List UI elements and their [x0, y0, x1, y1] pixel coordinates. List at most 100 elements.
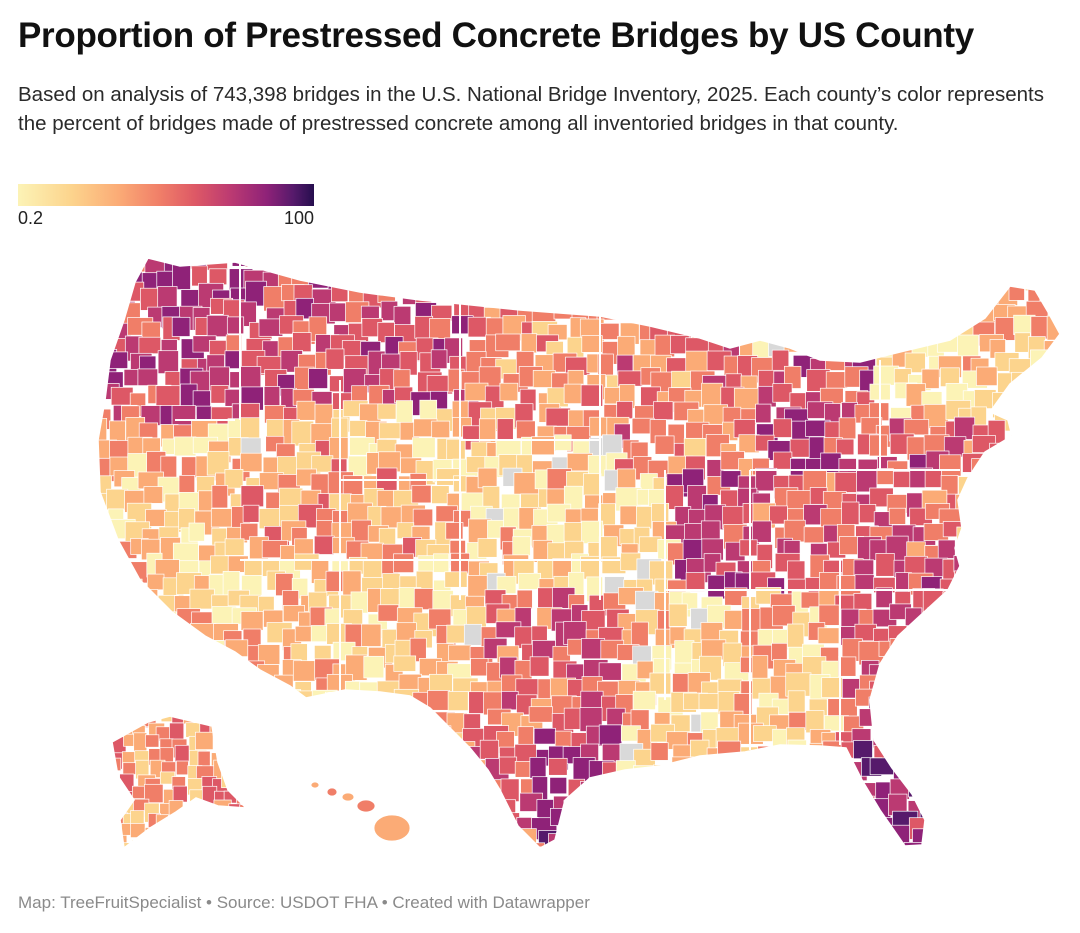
county-cell[interactable] — [959, 727, 979, 752]
county-cell[interactable] — [979, 791, 1002, 817]
county-cell[interactable] — [126, 672, 148, 698]
county-cell[interactable] — [291, 420, 315, 447]
county-cell[interactable] — [787, 290, 813, 317]
county-cell[interactable] — [222, 817, 240, 834]
county-cell[interactable] — [236, 708, 255, 724]
county-cell[interactable] — [215, 826, 235, 844]
county-cell[interactable] — [128, 659, 146, 681]
county-cell[interactable] — [531, 436, 555, 456]
county-cell[interactable] — [853, 559, 875, 576]
county-cell[interactable] — [1060, 442, 1080, 463]
county-cell[interactable] — [736, 251, 754, 270]
county-cell[interactable] — [1047, 300, 1068, 319]
county-cell[interactable] — [94, 320, 118, 339]
county-cell[interactable] — [754, 780, 775, 803]
county-cell[interactable] — [514, 254, 540, 275]
county-cell[interactable] — [843, 829, 863, 851]
county-cell[interactable] — [563, 265, 581, 287]
county-cell[interactable] — [146, 679, 165, 697]
county-cell[interactable] — [838, 299, 859, 317]
county-cell[interactable] — [138, 336, 162, 355]
county-cell[interactable] — [444, 571, 468, 588]
county-cell[interactable] — [656, 797, 679, 822]
county-cell[interactable] — [600, 842, 623, 867]
county-cell[interactable] — [638, 290, 663, 312]
county-cell[interactable] — [817, 627, 841, 644]
county-cell[interactable] — [545, 407, 571, 427]
county-cell[interactable] — [496, 418, 514, 440]
county-cell[interactable] — [671, 830, 697, 854]
county-cell[interactable] — [182, 825, 202, 845]
county-cell[interactable] — [451, 795, 470, 817]
county-cell[interactable] — [348, 710, 371, 734]
county-cell[interactable] — [1040, 775, 1061, 801]
county-cell[interactable] — [93, 266, 111, 289]
county-cell[interactable] — [479, 739, 499, 760]
county-cell[interactable] — [313, 535, 335, 555]
county-cell[interactable] — [88, 571, 111, 598]
county-cell[interactable] — [532, 640, 556, 659]
county-cell[interactable] — [957, 334, 979, 360]
county-cell[interactable] — [358, 696, 382, 716]
county-cell[interactable] — [955, 253, 974, 278]
county-cell[interactable] — [196, 817, 220, 837]
county-cell[interactable] — [751, 305, 778, 331]
county-cell[interactable] — [858, 708, 882, 727]
county-cell[interactable] — [121, 606, 141, 625]
county-cell[interactable] — [569, 815, 588, 840]
county-cell[interactable] — [175, 656, 194, 678]
county-cell[interactable] — [989, 501, 1013, 525]
county-cell[interactable] — [924, 469, 942, 488]
county-cell[interactable] — [1062, 268, 1079, 292]
county-cell[interactable] — [936, 639, 962, 662]
county-cell[interactable] — [963, 715, 983, 738]
county-cell[interactable] — [364, 777, 389, 800]
county-cell[interactable] — [835, 438, 855, 456]
county-cell[interactable] — [94, 696, 120, 716]
county-cell[interactable] — [240, 452, 263, 473]
county-cell[interactable] — [1064, 384, 1080, 408]
county-cell[interactable] — [351, 742, 368, 761]
county-cell[interactable] — [375, 249, 393, 266]
county-cell[interactable] — [502, 289, 525, 306]
county-cell[interactable] — [1047, 356, 1067, 381]
county-cell[interactable] — [975, 815, 1001, 841]
county-cell[interactable] — [552, 272, 575, 293]
county-cell[interactable] — [445, 265, 463, 288]
county-cell[interactable] — [860, 813, 882, 837]
county-cell[interactable] — [105, 272, 123, 296]
county-cell[interactable] — [223, 692, 247, 719]
county-cell[interactable] — [236, 734, 254, 748]
county-cell[interactable] — [415, 726, 433, 750]
county-cell[interactable] — [892, 323, 912, 349]
county-cell[interactable] — [734, 269, 757, 291]
county-cell[interactable] — [207, 640, 225, 659]
county-cell[interactable] — [1026, 655, 1048, 673]
county-cell[interactable] — [158, 845, 182, 863]
county-cell[interactable] — [377, 765, 400, 782]
county-cell[interactable] — [144, 783, 164, 804]
county-cell[interactable] — [943, 288, 967, 310]
county-cell[interactable] — [366, 266, 391, 291]
county-cell[interactable] — [174, 744, 190, 764]
county-cell[interactable] — [482, 485, 501, 510]
county-cell[interactable] — [769, 781, 791, 804]
county-cell[interactable] — [701, 382, 724, 408]
county-cell[interactable] — [909, 283, 927, 301]
county-cell[interactable] — [674, 247, 699, 269]
county-cell[interactable] — [997, 712, 1018, 734]
county-cell[interactable] — [943, 655, 966, 674]
county-cell[interactable] — [1022, 451, 1039, 477]
county-cell[interactable] — [1030, 486, 1049, 513]
county-cell[interactable] — [293, 844, 318, 865]
county-cell[interactable] — [1057, 289, 1078, 316]
county-cell[interactable] — [359, 743, 381, 765]
county-cell[interactable] — [1044, 816, 1067, 844]
county-cell[interactable] — [257, 826, 278, 844]
county-cell[interactable] — [1059, 793, 1080, 815]
county-cell[interactable] — [937, 782, 958, 807]
county-cell[interactable] — [976, 606, 1000, 628]
county-cell[interactable] — [195, 731, 214, 750]
county-cell[interactable] — [211, 830, 234, 856]
county-cell[interactable] — [433, 778, 459, 799]
